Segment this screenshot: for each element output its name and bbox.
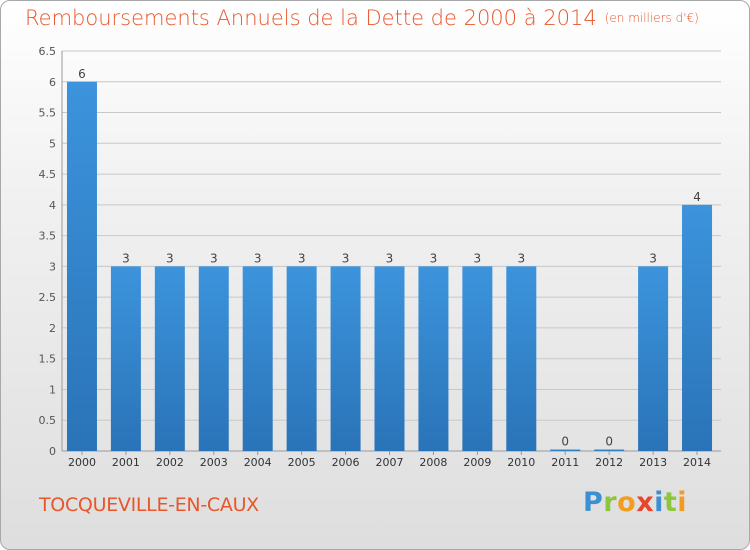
x-tick-label: 2001 — [112, 456, 140, 469]
data-label: 3 — [474, 251, 482, 265]
x-tick-label: 2000 — [68, 456, 96, 469]
data-label: 3 — [122, 251, 130, 265]
data-label: 3 — [649, 251, 657, 265]
x-tick-label: 2006 — [332, 456, 360, 469]
x-tick-label: 2008 — [419, 456, 447, 469]
bar — [682, 204, 713, 451]
unit-note: (en milliers d'€) — [604, 11, 699, 25]
y-tick-label: 6.5 — [39, 45, 57, 58]
x-tick-label: 2002 — [156, 456, 184, 469]
data-label: 4 — [693, 190, 701, 204]
bar — [550, 449, 581, 451]
chart-title: Remboursements Annuels de la Dette de 20… — [25, 6, 699, 30]
y-tick-label: 2.5 — [39, 291, 57, 304]
bar — [638, 266, 669, 451]
logo-letter: i — [677, 487, 688, 518]
y-tick-label: 5.5 — [39, 107, 57, 120]
y-tick-label: 0.5 — [39, 414, 57, 427]
bar — [110, 266, 141, 451]
x-tick-label: 2011 — [551, 456, 579, 469]
data-label: 3 — [430, 251, 438, 265]
data-label: 3 — [298, 251, 306, 265]
data-label: 6 — [78, 67, 86, 81]
y-tick-label: 3 — [49, 260, 56, 273]
bar — [506, 266, 537, 451]
x-tick-label: 2012 — [595, 456, 623, 469]
y-tick-label: 6 — [49, 76, 56, 89]
bar — [330, 266, 361, 451]
title-text: Remboursements Annuels de la Dette de 20… — [25, 6, 597, 30]
x-tick-label: 2013 — [639, 456, 667, 469]
data-label: 3 — [166, 251, 174, 265]
x-tick-label: 2007 — [376, 456, 404, 469]
logo-letter: x — [636, 487, 655, 518]
proxiti-logo: Proxiti — [583, 487, 687, 518]
x-tick-label: 2014 — [683, 456, 711, 469]
bar — [154, 266, 185, 451]
data-label: 3 — [517, 251, 525, 265]
bar — [374, 266, 405, 451]
x-tick-label: 2003 — [200, 456, 228, 469]
bar — [198, 266, 229, 451]
logo-letter: t — [663, 487, 678, 518]
y-tick-label: 1 — [49, 383, 56, 396]
logo-letter: i — [654, 487, 664, 518]
data-label: 0 — [561, 435, 569, 449]
logo-letter: P — [583, 487, 604, 518]
commune-name: TOCQUEVILLE-EN-CAUX — [39, 494, 259, 516]
bar — [286, 266, 317, 451]
data-label: 3 — [254, 251, 262, 265]
bar — [242, 266, 273, 451]
data-label: 0 — [605, 435, 613, 449]
y-tick-label: 2 — [49, 322, 56, 335]
bar — [462, 266, 493, 451]
data-label: 3 — [210, 251, 218, 265]
y-tick-label: 4.5 — [39, 168, 57, 181]
logo-letter: r — [603, 487, 618, 518]
x-tick-label: 2004 — [244, 456, 272, 469]
y-tick-label: 1.5 — [39, 353, 57, 366]
bar — [594, 449, 625, 451]
bar — [66, 81, 97, 452]
data-label: 3 — [342, 251, 350, 265]
x-tick-label: 2005 — [288, 456, 316, 469]
logo-letter: o — [617, 487, 637, 518]
y-tick-label: 0 — [49, 445, 56, 458]
y-tick-label: 3.5 — [39, 230, 57, 243]
bar — [418, 266, 449, 451]
x-tick-label: 2010 — [507, 456, 535, 469]
y-tick-label: 5 — [49, 137, 56, 150]
y-tick-label: 4 — [49, 199, 56, 212]
x-tick-label: 2009 — [463, 456, 491, 469]
data-label: 3 — [386, 251, 394, 265]
